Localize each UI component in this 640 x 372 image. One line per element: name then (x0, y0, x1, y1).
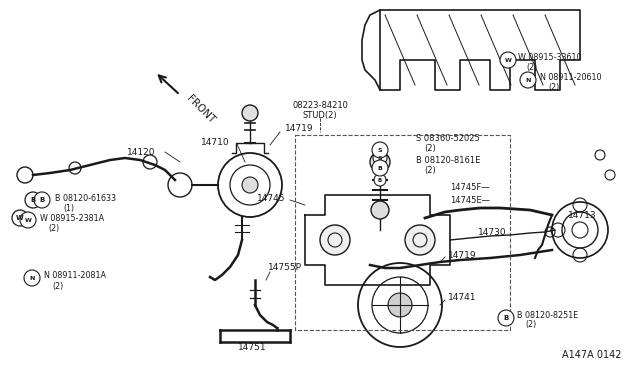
Circle shape (242, 177, 258, 193)
Text: W: W (16, 215, 24, 221)
Text: 14730: 14730 (478, 228, 507, 237)
Text: B: B (378, 166, 383, 170)
Circle shape (24, 270, 40, 286)
Text: S 08360-52025: S 08360-52025 (416, 134, 480, 142)
Text: S: S (378, 155, 382, 160)
Text: B 08120-8251E: B 08120-8251E (517, 311, 579, 320)
Circle shape (373, 151, 387, 165)
Circle shape (498, 310, 514, 326)
Text: (2): (2) (548, 83, 559, 92)
Text: (2): (2) (424, 166, 436, 174)
Text: 14719: 14719 (285, 124, 314, 132)
Text: 14745E—: 14745E— (450, 196, 490, 205)
Circle shape (500, 52, 516, 68)
Text: 14120: 14120 (127, 148, 155, 157)
Text: 14745: 14745 (257, 193, 285, 202)
Circle shape (371, 201, 389, 219)
Text: STUD(2): STUD(2) (303, 110, 337, 119)
Circle shape (34, 192, 50, 208)
Circle shape (372, 142, 388, 158)
Text: N: N (29, 276, 35, 280)
Text: 08223-84210: 08223-84210 (292, 100, 348, 109)
Text: (2): (2) (525, 321, 536, 330)
Circle shape (405, 225, 435, 255)
Circle shape (320, 225, 350, 255)
Text: B 08120-61633: B 08120-61633 (55, 193, 116, 202)
Text: A147A 0142: A147A 0142 (563, 350, 622, 360)
Text: FRONT: FRONT (185, 93, 217, 125)
Text: B: B (40, 197, 45, 203)
Text: (2): (2) (52, 282, 63, 291)
Circle shape (370, 152, 390, 172)
Text: (2): (2) (48, 224, 60, 232)
Text: N: N (525, 77, 531, 83)
Circle shape (388, 293, 412, 317)
Text: B: B (378, 177, 382, 183)
Text: B: B (30, 197, 36, 203)
Text: B: B (504, 315, 509, 321)
Text: 14710: 14710 (202, 138, 230, 147)
Text: (1): (1) (63, 203, 74, 212)
Text: W: W (24, 218, 31, 222)
Text: W 08915-33610: W 08915-33610 (518, 52, 582, 61)
Text: 14755P: 14755P (268, 263, 302, 273)
Circle shape (12, 210, 28, 226)
Circle shape (372, 160, 388, 176)
Text: N 08911-2081A: N 08911-2081A (44, 272, 106, 280)
Circle shape (520, 72, 536, 88)
Text: 14741: 14741 (448, 294, 477, 302)
Text: W: W (504, 58, 511, 62)
Text: (2): (2) (424, 144, 436, 153)
Circle shape (242, 105, 258, 121)
Text: N 08911-20610: N 08911-20610 (540, 73, 602, 81)
Circle shape (20, 212, 36, 228)
Circle shape (25, 192, 41, 208)
Circle shape (374, 174, 386, 186)
Text: 14751: 14751 (237, 343, 266, 353)
Text: (2): (2) (526, 62, 537, 71)
Text: B 08120-8161E: B 08120-8161E (416, 155, 481, 164)
Text: W 08915-2381A: W 08915-2381A (40, 214, 104, 222)
Text: 14745F—: 14745F— (451, 183, 490, 192)
Text: 14719: 14719 (448, 250, 477, 260)
Text: S: S (378, 148, 382, 153)
Text: 14713: 14713 (568, 211, 596, 219)
